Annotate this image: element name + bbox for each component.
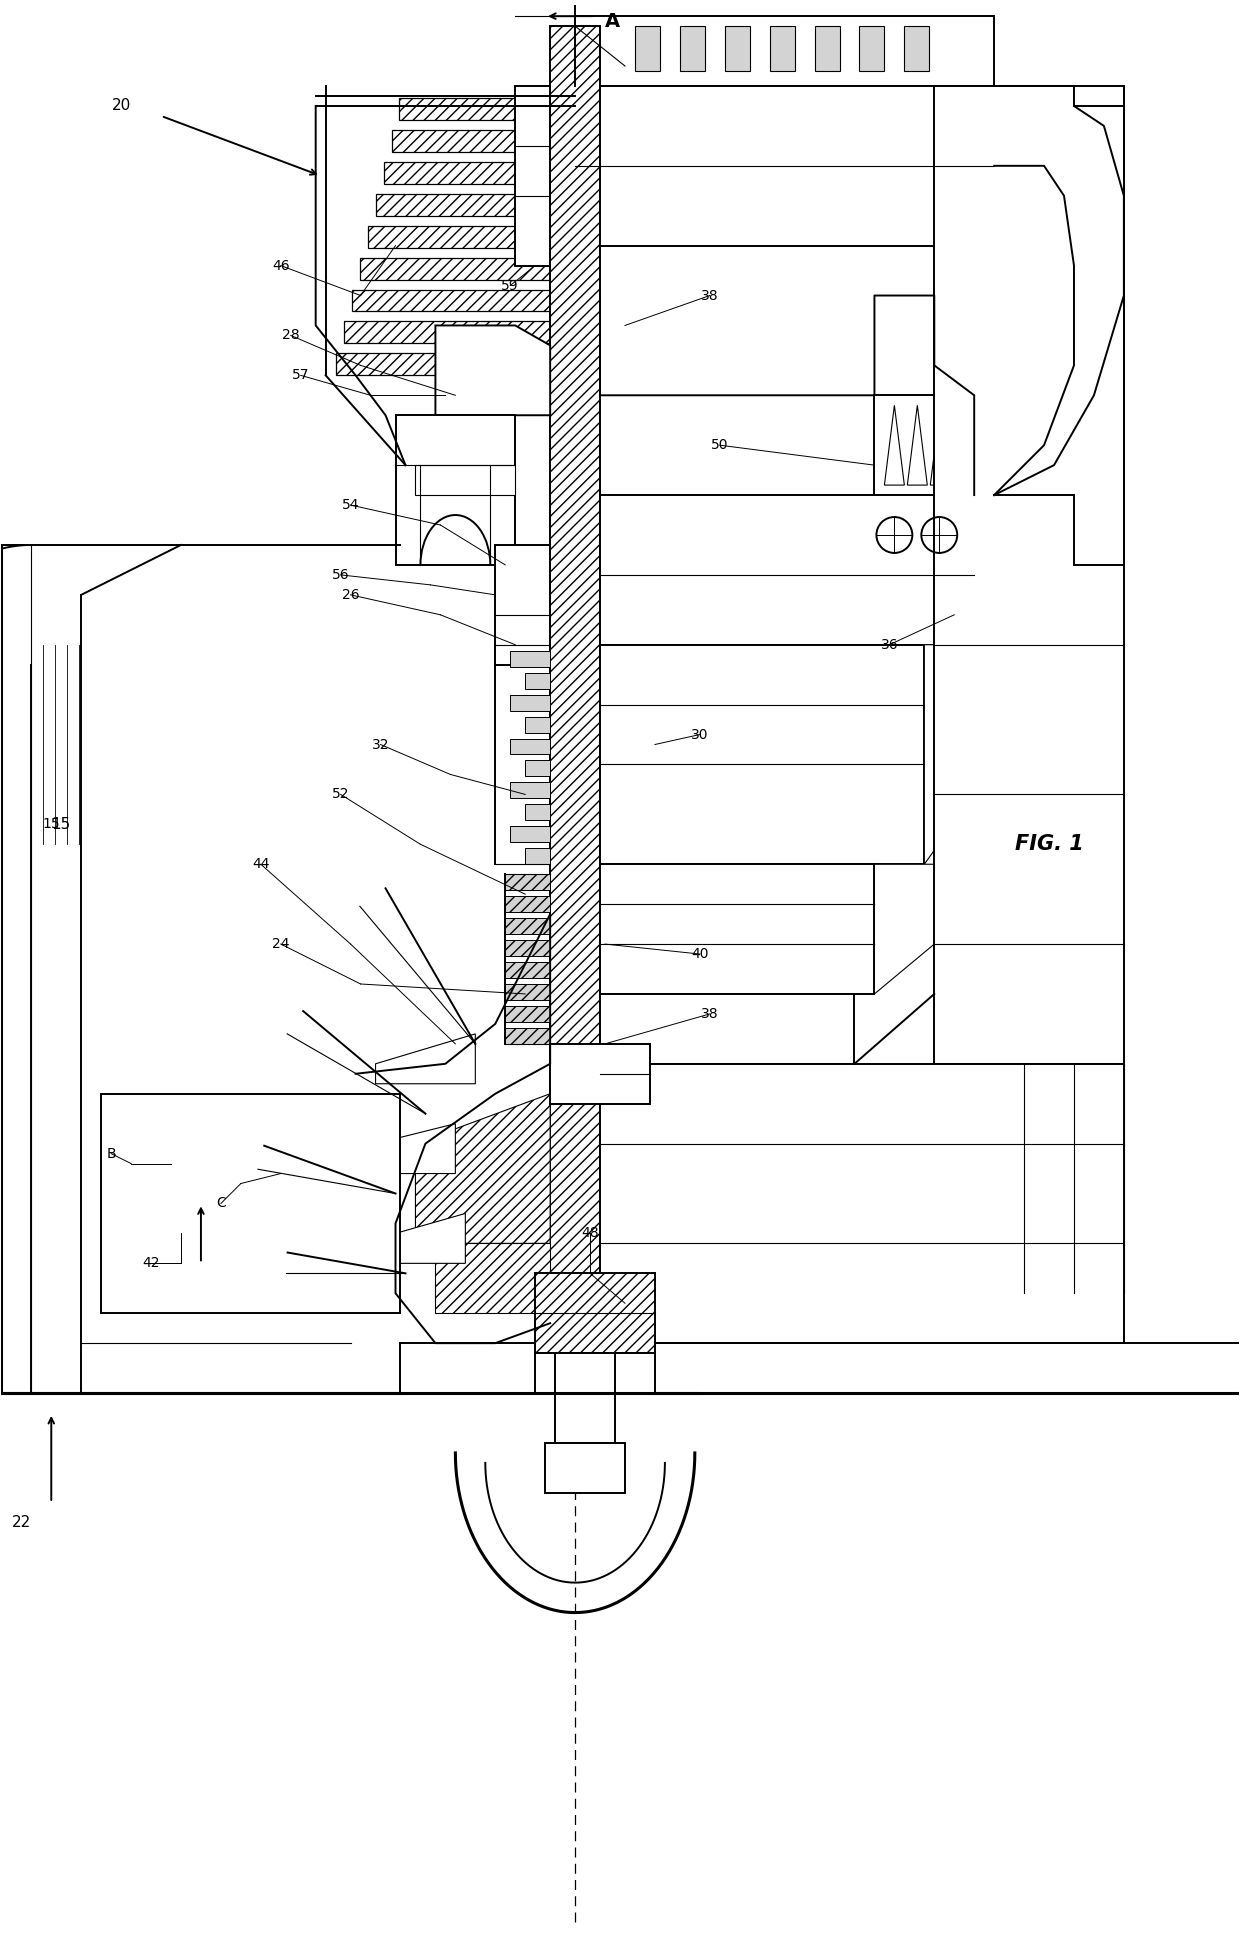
Text: C: C: [216, 1196, 226, 1211]
Bar: [551, 25, 600, 1324]
Polygon shape: [435, 1244, 551, 1314]
Polygon shape: [546, 1442, 625, 1493]
Polygon shape: [526, 717, 551, 733]
Polygon shape: [435, 325, 551, 416]
Text: FIG. 1: FIG. 1: [1014, 834, 1084, 853]
Polygon shape: [376, 194, 575, 216]
Text: A: A: [605, 12, 620, 31]
Polygon shape: [505, 962, 551, 978]
Text: 50: 50: [711, 437, 729, 453]
Text: 20: 20: [112, 99, 131, 113]
Bar: [680, 25, 704, 72]
Polygon shape: [392, 130, 575, 152]
Bar: [815, 25, 839, 72]
Polygon shape: [383, 161, 575, 185]
Bar: [724, 25, 750, 72]
Text: 15: 15: [42, 816, 60, 832]
Polygon shape: [376, 1124, 455, 1174]
Bar: [575, 86, 994, 245]
Bar: [575, 16, 994, 86]
Polygon shape: [367, 226, 575, 247]
Text: 22: 22: [12, 1514, 31, 1530]
Polygon shape: [894, 426, 955, 465]
Polygon shape: [336, 354, 575, 375]
Polygon shape: [536, 1273, 655, 1353]
Polygon shape: [600, 496, 975, 645]
Bar: [770, 25, 795, 72]
Polygon shape: [526, 673, 551, 688]
Polygon shape: [505, 896, 551, 912]
Polygon shape: [874, 865, 934, 993]
Text: 57: 57: [291, 367, 310, 383]
Polygon shape: [874, 426, 934, 465]
Polygon shape: [536, 1353, 655, 1394]
Polygon shape: [505, 1028, 551, 1044]
Polygon shape: [360, 259, 575, 280]
Polygon shape: [505, 918, 551, 933]
Text: 15: 15: [51, 816, 71, 832]
Polygon shape: [505, 984, 551, 999]
Text: 36: 36: [880, 638, 898, 651]
Text: 26: 26: [342, 587, 360, 603]
Polygon shape: [908, 404, 928, 486]
Polygon shape: [343, 321, 575, 344]
Polygon shape: [884, 404, 904, 486]
Bar: [551, 1044, 650, 1104]
Polygon shape: [526, 805, 551, 820]
Polygon shape: [600, 993, 854, 1063]
Polygon shape: [924, 645, 975, 865]
Bar: [859, 25, 884, 72]
Bar: [635, 25, 660, 72]
Polygon shape: [904, 426, 965, 465]
Polygon shape: [526, 848, 551, 865]
Text: 40: 40: [691, 947, 708, 960]
Polygon shape: [505, 1005, 551, 1023]
Polygon shape: [556, 1353, 615, 1442]
Polygon shape: [884, 426, 945, 465]
Text: 42: 42: [143, 1256, 160, 1269]
Text: 52: 52: [332, 787, 350, 801]
Text: B: B: [107, 1147, 117, 1161]
Text: 24: 24: [272, 937, 289, 951]
Text: 44: 44: [252, 857, 269, 871]
Text: 59: 59: [501, 278, 520, 292]
Text: 38: 38: [701, 1007, 719, 1021]
Bar: [102, 1094, 401, 1314]
Bar: [396, 416, 516, 566]
Polygon shape: [510, 826, 551, 842]
Polygon shape: [510, 694, 551, 712]
Polygon shape: [510, 781, 551, 799]
Bar: [600, 1063, 1123, 1343]
Text: 56: 56: [332, 568, 350, 581]
Text: 30: 30: [691, 727, 708, 741]
Polygon shape: [510, 739, 551, 754]
Text: 46: 46: [272, 259, 290, 272]
Polygon shape: [376, 1034, 475, 1083]
Text: 32: 32: [372, 737, 389, 752]
Bar: [415, 465, 516, 496]
Polygon shape: [505, 941, 551, 956]
Polygon shape: [510, 651, 551, 667]
Text: 38: 38: [701, 288, 719, 303]
Polygon shape: [399, 97, 575, 121]
Polygon shape: [954, 404, 973, 486]
Polygon shape: [930, 404, 950, 486]
Text: 28: 28: [281, 329, 300, 342]
Bar: [495, 544, 551, 665]
Polygon shape: [352, 290, 575, 311]
Polygon shape: [874, 395, 975, 496]
Bar: [904, 25, 929, 72]
Polygon shape: [396, 1213, 465, 1264]
Bar: [934, 86, 1123, 1063]
Polygon shape: [600, 645, 924, 865]
Polygon shape: [505, 875, 551, 890]
Bar: [516, 86, 551, 266]
Text: 54: 54: [342, 498, 360, 511]
Text: 48: 48: [582, 1227, 599, 1240]
Polygon shape: [415, 1094, 551, 1244]
Polygon shape: [600, 865, 874, 993]
Polygon shape: [526, 760, 551, 776]
